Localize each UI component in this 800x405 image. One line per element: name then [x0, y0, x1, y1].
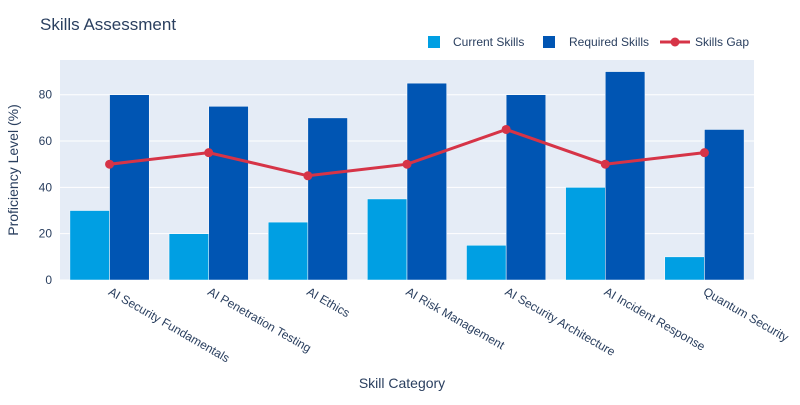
- y-axis-title: Proficiency Level (%): [5, 104, 21, 236]
- bar-required-skills[interactable]: [307, 117, 348, 281]
- y-tick-label: 0: [45, 273, 52, 287]
- bar-current-skills[interactable]: [367, 198, 408, 281]
- legend-swatch-marker: [670, 37, 680, 47]
- gap-point[interactable]: [105, 159, 115, 169]
- legend-swatch: [543, 36, 555, 48]
- bar-required-skills[interactable]: [505, 94, 547, 281]
- bar-required-skills[interactable]: [605, 71, 646, 281]
- legend-label[interactable]: Required Skills: [569, 35, 649, 49]
- bars-layer: [69, 71, 745, 281]
- gap-point[interactable]: [699, 148, 709, 158]
- gap-point[interactable]: [600, 159, 610, 169]
- x-tick-label: AI Security Architecture: [503, 284, 618, 359]
- y-tick-labels: 0 20 40 60 80: [39, 88, 53, 287]
- y-tick-label: 40: [39, 180, 53, 194]
- y-tick-label: 20: [39, 227, 53, 241]
- gap-point[interactable]: [402, 159, 412, 169]
- bar-current-skills[interactable]: [664, 256, 705, 281]
- bar-required-skills[interactable]: [109, 94, 150, 281]
- bar-required-skills[interactable]: [406, 82, 447, 281]
- line-layer: [105, 124, 709, 181]
- gap-point[interactable]: [204, 148, 214, 158]
- x-tick-label: AI Penetration Testing: [205, 284, 313, 355]
- chart-title: Skills Assessment: [40, 15, 176, 34]
- bar-required-skills[interactable]: [208, 106, 249, 281]
- x-axis-title: Skill Category: [359, 375, 445, 391]
- bar-current-skills[interactable]: [168, 233, 209, 281]
- y-tick-label: 60: [39, 134, 53, 148]
- bar-current-skills[interactable]: [69, 210, 110, 281]
- bar-required-skills[interactable]: [704, 129, 745, 281]
- legend-swatch: [428, 36, 440, 48]
- x-tick-label: Quantum Security: [701, 284, 791, 344]
- gap-point[interactable]: [303, 171, 313, 181]
- legend-label[interactable]: Current Skills: [453, 35, 524, 49]
- y-tick-label: 80: [39, 88, 53, 102]
- x-tick-label: AI Incident Response: [602, 284, 708, 353]
- bar-current-skills[interactable]: [565, 187, 606, 281]
- bar-current-skills[interactable]: [466, 245, 507, 281]
- bar-current-skills[interactable]: [267, 221, 309, 281]
- legend: Current Skills Required Skills Skills Gap: [428, 35, 749, 49]
- gap-point[interactable]: [501, 124, 511, 134]
- x-tick-label: AI Ethics: [304, 284, 352, 320]
- x-tick-label: AI Risk Management: [404, 284, 508, 352]
- legend-label[interactable]: Skills Gap: [695, 35, 749, 49]
